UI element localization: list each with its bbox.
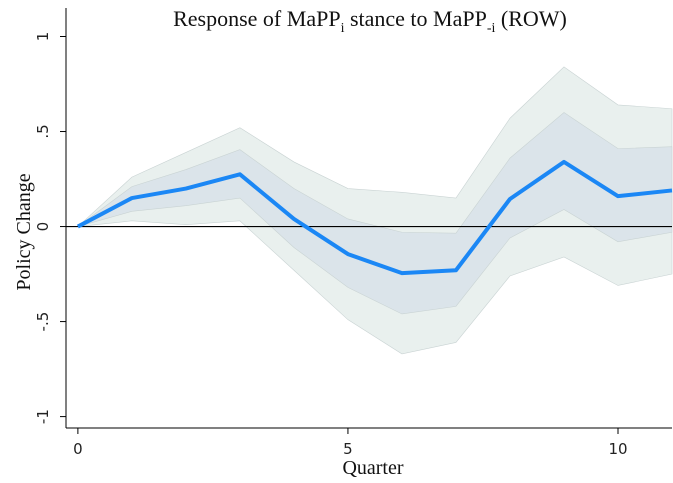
y-axis-title: Policy Change — [13, 173, 35, 290]
y-tick-label: -1 — [34, 409, 52, 424]
title-subscript: i — [341, 21, 345, 36]
title-subscript: -i — [487, 21, 496, 36]
title-part: (ROW) — [495, 6, 566, 31]
y-tick-label: 1 — [34, 32, 52, 42]
chart-title: Response of MaPPi stance to MaPP-i (ROW) — [173, 6, 567, 36]
title-part: stance to MaPP — [344, 6, 486, 31]
series-line — [76, 159, 673, 276]
y-tick-label: 0 — [34, 222, 52, 232]
y-tick-label: .5 — [34, 124, 52, 138]
confidence-band — [77, 112, 673, 315]
x-tick-label: 5 — [343, 440, 353, 458]
title-part: Response of MaPP — [173, 6, 340, 31]
x-tick-label: 0 — [73, 440, 83, 458]
x-tick-label: 10 — [608, 440, 627, 458]
y-tick-label: -.5 — [34, 312, 52, 332]
x-axis-title: Quarter — [342, 457, 403, 479]
